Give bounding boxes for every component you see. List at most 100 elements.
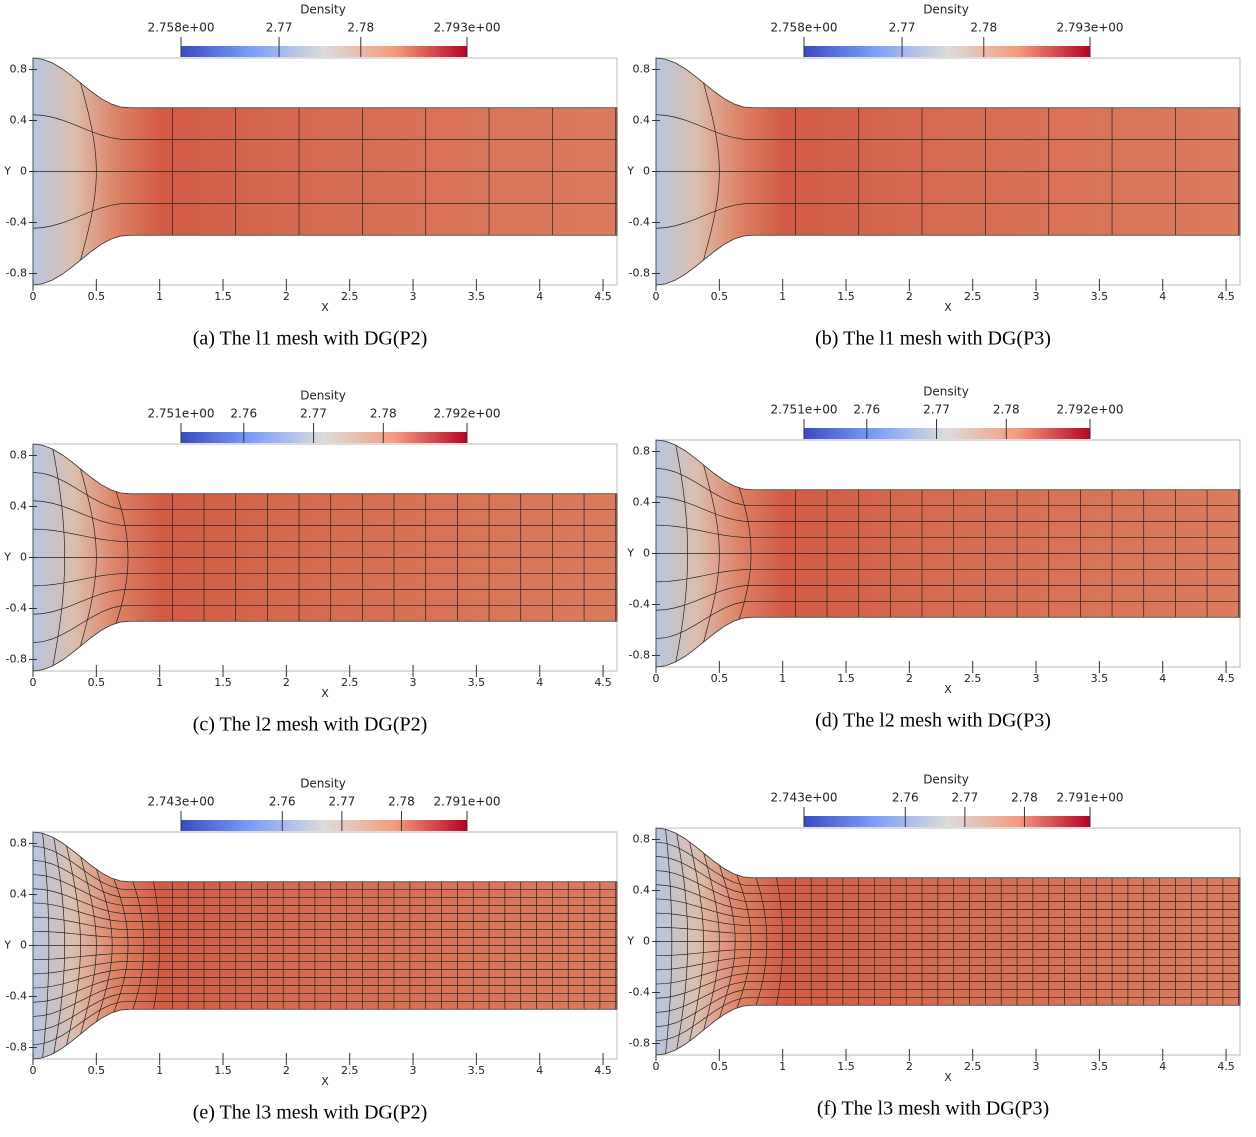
y-tick-label: 0.4 <box>10 499 28 512</box>
caption: (e) The l3 mesh with DG(P2) <box>193 1102 428 1124</box>
panel: Density 2.758e+00 2.77 2.78 2.793e+00 -0.8 -0.… <box>626 3 1241 350</box>
colorbar-title: Density <box>300 3 346 17</box>
x-tick-label: 2.5 <box>964 672 982 685</box>
colorbar-title: Density <box>923 773 969 787</box>
y-tick-label: 0.4 <box>10 887 28 900</box>
x-tick-label: 1.5 <box>837 290 855 303</box>
panel: Density 2.751e+00 2.76 2.77 2.78 2.792e+00 -0.… <box>3 389 618 736</box>
x-tick-label: 4 <box>1159 672 1166 685</box>
x-tick-label: 2.5 <box>964 1060 982 1073</box>
colorbar-tick-label: 2.78 <box>388 795 415 809</box>
panel: Density 2.743e+00 2.76 2.77 2.78 2.791e+00 -0.… <box>3 777 618 1124</box>
x-tick-label: 1.5 <box>214 1064 232 1077</box>
x-tick-label: 3 <box>410 290 417 303</box>
y-tick-label: -0.8 <box>629 649 650 662</box>
colorbar-tick-label: 2.792e+00 <box>1056 403 1123 417</box>
x-tick-label: 1 <box>779 1060 786 1073</box>
mesh-line <box>33 888 617 914</box>
low-density <box>33 477 88 638</box>
colorbar-tick-label: 2.78 <box>1011 791 1038 805</box>
mesh-line <box>33 902 617 922</box>
mesh <box>33 833 617 1058</box>
x-tick-label: 4 <box>536 290 543 303</box>
mesh-line <box>703 82 720 261</box>
colorbar-tick-label: 2.751e+00 <box>770 403 837 417</box>
mesh-line <box>42 833 50 1058</box>
mesh-line <box>656 870 1240 902</box>
colorbar-tick-label: 2.743e+00 <box>147 795 214 809</box>
caption: (f) The l3 mesh with DG(P3) <box>817 1098 1049 1120</box>
x-tick-label: 2.5 <box>964 290 982 303</box>
x-tick-label: 1.5 <box>214 290 232 303</box>
colorbar-tick-label: 2.758e+00 <box>770 21 837 35</box>
mesh-line <box>656 468 1240 507</box>
colorbar-tick-label: 2.751e+00 <box>147 407 214 421</box>
low-density <box>656 861 711 1022</box>
colorbar <box>181 432 467 443</box>
mesh-line <box>776 877 784 1006</box>
x-axis-label: X <box>321 1075 329 1088</box>
x-tick-label: 4.5 <box>594 676 612 689</box>
colorbar <box>181 46 467 57</box>
mesh-line <box>656 884 1240 910</box>
y-tick-label: 0.8 <box>10 448 28 461</box>
y-tick-label: 0.8 <box>633 444 651 457</box>
x-tick-label: 2 <box>906 290 913 303</box>
y-axis-label: Y <box>3 939 11 952</box>
mesh-line <box>656 981 1240 1013</box>
x-tick-label: 4.5 <box>1217 672 1235 685</box>
x-tick-label: 3.5 <box>1091 672 1109 685</box>
low-density <box>656 91 711 252</box>
x-tick-label: 1 <box>156 1064 163 1077</box>
x-tick-label: 3.5 <box>468 290 486 303</box>
x-tick-label: 0.5 <box>88 290 106 303</box>
domain-outline <box>655 57 1241 286</box>
low-density <box>33 91 88 252</box>
x-tick-label: 3 <box>1033 290 1040 303</box>
mesh-line <box>755 877 768 1006</box>
colorbar-title: Density <box>923 385 969 399</box>
y-axis-label: Y <box>626 165 634 178</box>
mesh-line <box>80 468 97 647</box>
mesh-line <box>80 82 97 261</box>
x-tick-label: 3.5 <box>1091 1060 1109 1073</box>
colorbar-tick-label: 2.78 <box>993 403 1020 417</box>
mesh-line <box>33 985 617 1017</box>
x-axis-label: X <box>944 1071 952 1084</box>
mesh-line <box>33 860 617 899</box>
mesh-line <box>33 969 617 989</box>
colorbar-tick-label: 2.78 <box>370 407 397 421</box>
mesh-line <box>656 957 1240 971</box>
mesh-line <box>33 500 617 526</box>
mesh-line <box>66 845 81 1046</box>
x-tick-label: 3 <box>410 1064 417 1077</box>
mesh-line <box>656 949 1240 957</box>
x-axis-label: X <box>944 683 952 696</box>
x-axis-label: X <box>321 687 329 700</box>
y-axis-label: Y <box>626 547 634 560</box>
colorbar-tick-label: 2.758e+00 <box>147 21 214 35</box>
mesh-line <box>656 524 1240 538</box>
y-tick-label: -0.8 <box>6 267 27 280</box>
mesh-line <box>115 491 129 624</box>
mesh-line <box>656 898 1240 918</box>
x-tick-label: 0 <box>30 290 37 303</box>
x-tick-label: 0 <box>653 1060 660 1073</box>
mesh-line <box>656 988 1240 1027</box>
x-tick-label: 1 <box>156 290 163 303</box>
colorbar-tick-label: 2.78 <box>970 21 997 35</box>
x-tick-label: 0.5 <box>711 672 729 685</box>
y-tick-label: 0 <box>643 547 650 560</box>
y-tick-label: -0.8 <box>629 267 650 280</box>
mesh-line <box>33 930 617 938</box>
mesh <box>33 449 617 666</box>
mesh-line <box>656 912 1240 926</box>
x-tick-label: 0 <box>30 676 37 689</box>
y-tick-label: 0.4 <box>10 113 28 126</box>
caption: (d) The l2 mesh with DG(P3) <box>815 710 1051 732</box>
caption: (b) The l1 mesh with DG(P3) <box>815 328 1051 350</box>
domain-outline <box>655 439 1241 668</box>
mesh-line <box>53 837 66 1054</box>
panel: Density 2.743e+00 2.76 2.77 2.78 2.791e+00 -0.… <box>626 773 1241 1120</box>
